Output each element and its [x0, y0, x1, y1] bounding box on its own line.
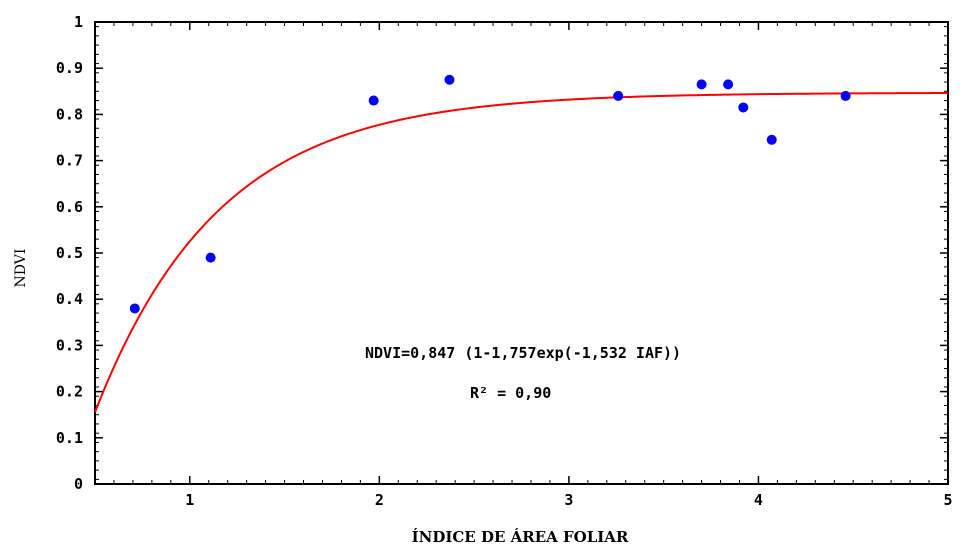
x-axis: 1 2 3 4 5	[113, 22, 953, 509]
y-axis: 0 0.1 0.2 0.3 0.4 0.5 0.6 0.7 0.8 0.9 1	[56, 13, 948, 493]
r-squared-annotation: R² = 0,90	[470, 384, 551, 402]
data-point	[840, 90, 851, 101]
data-points	[129, 74, 851, 314]
plot-area	[94, 21, 949, 485]
data-point	[129, 303, 140, 314]
data-point	[205, 252, 216, 263]
y-tick-label: 1	[74, 13, 83, 31]
fit-curve	[94, 92, 949, 413]
y-tick-label: 0.2	[56, 383, 83, 401]
y-tick-label: 0.1	[56, 429, 83, 447]
data-point	[613, 90, 624, 101]
y-tick-label: 0.3	[56, 336, 83, 354]
y-tick-label: 0.5	[56, 244, 83, 262]
data-point	[738, 102, 749, 113]
x-tick-label: 5	[943, 491, 952, 509]
y-axis-title: NDVI	[13, 249, 29, 288]
data-point	[368, 95, 379, 106]
x-tick-label: 1	[185, 491, 194, 509]
x-tick-label: 3	[564, 491, 573, 509]
y-tick-label: 0.7	[56, 152, 83, 170]
y-tick-label: 0.8	[56, 105, 83, 123]
y-tick-label: 0.4	[56, 290, 83, 308]
y-tick-label: 0	[74, 475, 83, 493]
y-tick-label: 0.9	[56, 59, 83, 77]
x-tick-label: 2	[375, 491, 384, 509]
y-tick-label: 0.6	[56, 198, 83, 216]
x-axis-title: ÍNDICE DE ÁREA FOLIAR	[412, 528, 629, 546]
data-point	[444, 74, 455, 85]
equation-annotation: NDVI=0,847 (1-1,757exp(-1,532 IAF))	[365, 344, 681, 362]
data-point	[766, 134, 777, 145]
data-point	[723, 79, 734, 90]
data-point	[696, 79, 707, 90]
x-tick-label: 4	[754, 491, 763, 509]
